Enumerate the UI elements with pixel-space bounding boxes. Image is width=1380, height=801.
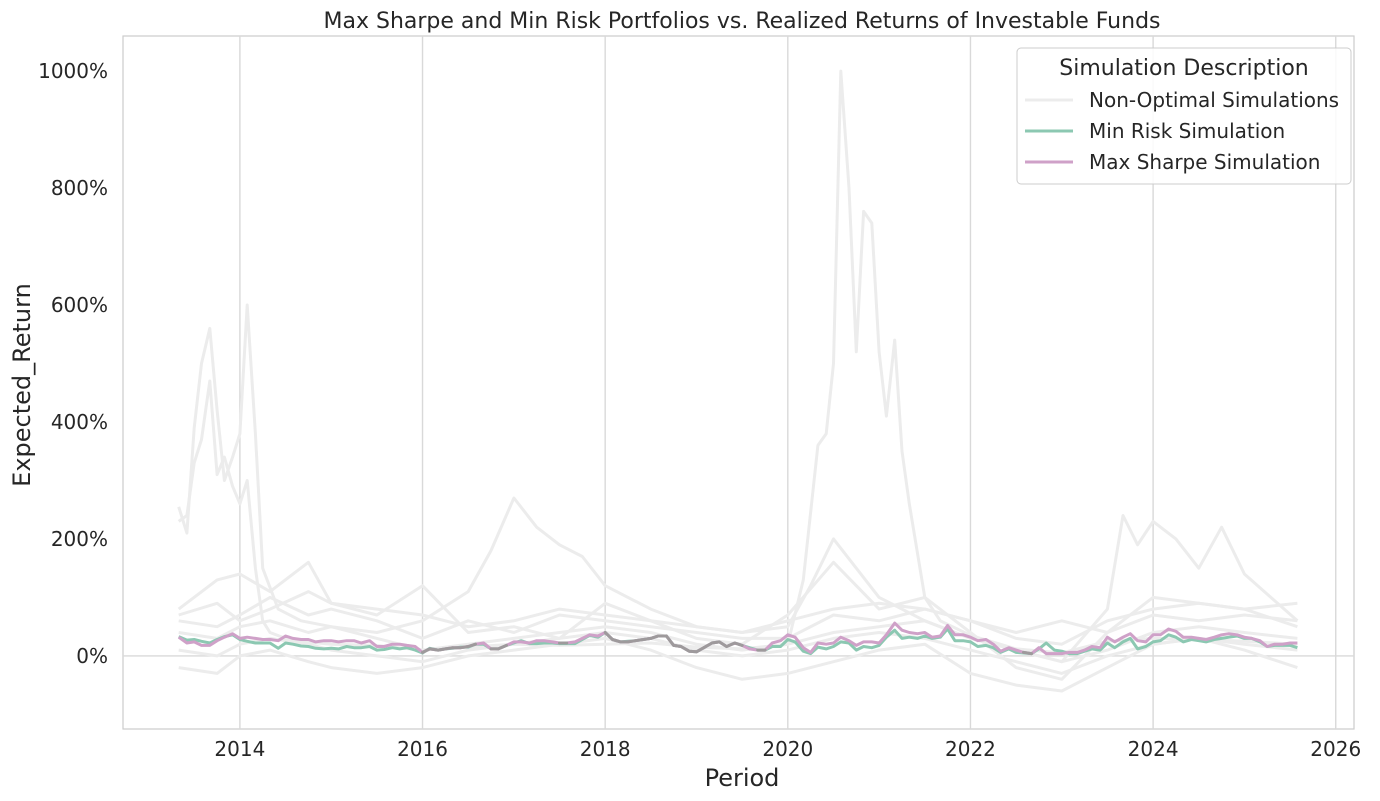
legend-entry-non-optimal: Non-Optimal Simulations [1089, 88, 1339, 112]
x-tick-label: 2016 [397, 737, 448, 761]
non-optimal-series-line [177, 303, 1299, 664]
y-tick-label: 1000% [38, 59, 108, 83]
legend-title: Simulation Description [1059, 56, 1308, 81]
non-optimal-series-line [178, 590, 1298, 646]
y-tick-label: 800% [51, 176, 108, 200]
x-tick-label: 2018 [580, 737, 631, 761]
non-optimal-series-line [178, 619, 1298, 664]
y-tick-label: 400% [51, 410, 108, 434]
series-layer [177, 69, 1299, 693]
y-axis-label: Expected_Return [8, 283, 36, 487]
overlap-series-segments [421, 631, 1034, 656]
legend: Simulation Description Non-Optimal Simul… [1016, 47, 1352, 185]
legend-entry-min-risk: Min Risk Simulation [1089, 119, 1285, 143]
legend-entry-max-sharpe: Max Sharpe Simulation [1089, 150, 1320, 174]
x-axis-label: Period [705, 764, 780, 792]
x-tick-label: 2020 [762, 737, 813, 761]
x-tick-label: 2026 [1310, 737, 1361, 761]
chart-title: Max Sharpe and Min Risk Portfolios vs. R… [324, 9, 1161, 34]
tick-layer: 2014 2016 2018 2020 2022 2024 2026 0% 200% 400% 60… [38, 59, 1361, 761]
y-tick-label: 200% [51, 527, 108, 551]
y-tick-label: 600% [51, 293, 108, 317]
x-tick-label: 2014 [214, 737, 265, 761]
y-tick-label: 0% [76, 644, 108, 668]
legend-box [1016, 47, 1352, 185]
x-tick-label: 2024 [1128, 737, 1179, 761]
x-tick-label: 2022 [945, 737, 996, 761]
non-optimal-series-line [178, 636, 1298, 693]
